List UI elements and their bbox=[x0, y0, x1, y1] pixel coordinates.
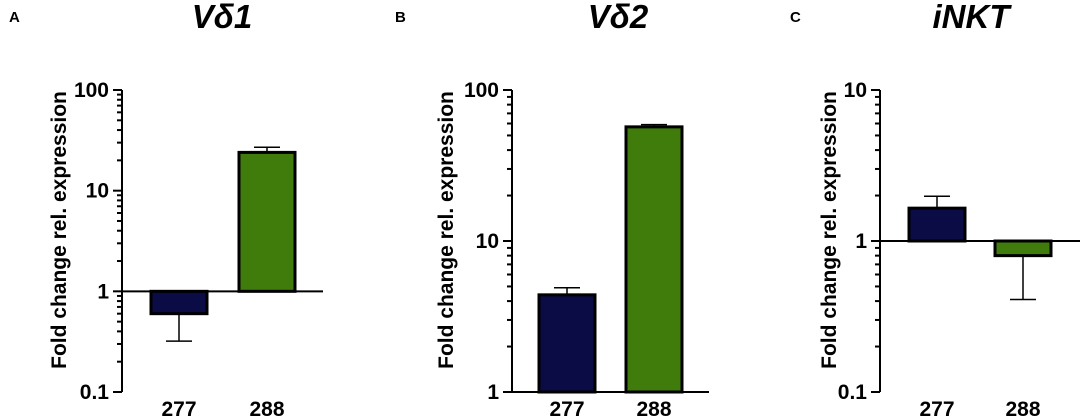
y-tick-label-b-2: 100 bbox=[464, 79, 499, 102]
bar-a-277 bbox=[149, 289, 209, 316]
panel-b: B Vδ2 Fold change rel. expression 1 10 100… bbox=[395, 0, 709, 420]
y-tick-label-b-0: 1 bbox=[487, 381, 499, 404]
y-axis-title-b: Fold change rel. expression bbox=[435, 91, 458, 369]
plot-area-a: 0.1 1 10 100 277 288 bbox=[74, 79, 323, 420]
bar-c-288 bbox=[993, 239, 1053, 258]
x-tick-label-b-288: 288 bbox=[636, 398, 671, 420]
x-tick-label-a-277: 277 bbox=[161, 398, 196, 420]
y-tick-label-a-0: 0.1 bbox=[80, 381, 110, 404]
y-axis-title-a: Fold change rel. expression bbox=[48, 91, 71, 369]
panel-letter-a: A bbox=[9, 9, 20, 26]
x-tick-label-c-277: 277 bbox=[919, 398, 954, 420]
y-axis-title-c: Fold change rel. expression bbox=[818, 91, 841, 369]
y-tick-label-c-1: 1 bbox=[855, 230, 867, 253]
panel-title-a: Vδ1 bbox=[192, 0, 253, 35]
plot-area-c: 0.1 1 10 277 288 bbox=[838, 79, 1080, 420]
bar-b-277 bbox=[537, 293, 597, 394]
y-tick-label-c-2: 10 bbox=[844, 79, 867, 102]
bar-a-288 bbox=[237, 150, 297, 293]
bar-b-288 bbox=[624, 125, 684, 394]
x-tick-label-c-288: 288 bbox=[1005, 398, 1040, 420]
y-tick-label-a-1: 1 bbox=[97, 280, 109, 303]
panel-title-b: Vδ2 bbox=[588, 0, 649, 35]
x-tick-label-a-288: 288 bbox=[249, 398, 284, 420]
plot-area-b: 1 10 100 277 288 bbox=[464, 79, 709, 420]
y-tick-label-a-3: 100 bbox=[74, 79, 109, 102]
y-tick-label-a-2: 10 bbox=[86, 180, 109, 203]
panel-letter-b: B bbox=[395, 9, 406, 26]
panel-a: A Vδ1 Fold change rel. expression 0.1 1 10… bbox=[9, 0, 323, 420]
panel-c: C iNKT Fold change rel. expression 0.1 1 1… bbox=[790, 0, 1080, 420]
x-tick-label-b-277: 277 bbox=[549, 398, 584, 420]
panel-title-c: iNKT bbox=[933, 0, 1013, 35]
y-tick-label-c-0: 0.1 bbox=[838, 381, 868, 404]
bar-c-277 bbox=[907, 206, 967, 243]
y-tick-label-b-1: 10 bbox=[476, 230, 499, 253]
panel-letter-c: C bbox=[790, 9, 801, 26]
